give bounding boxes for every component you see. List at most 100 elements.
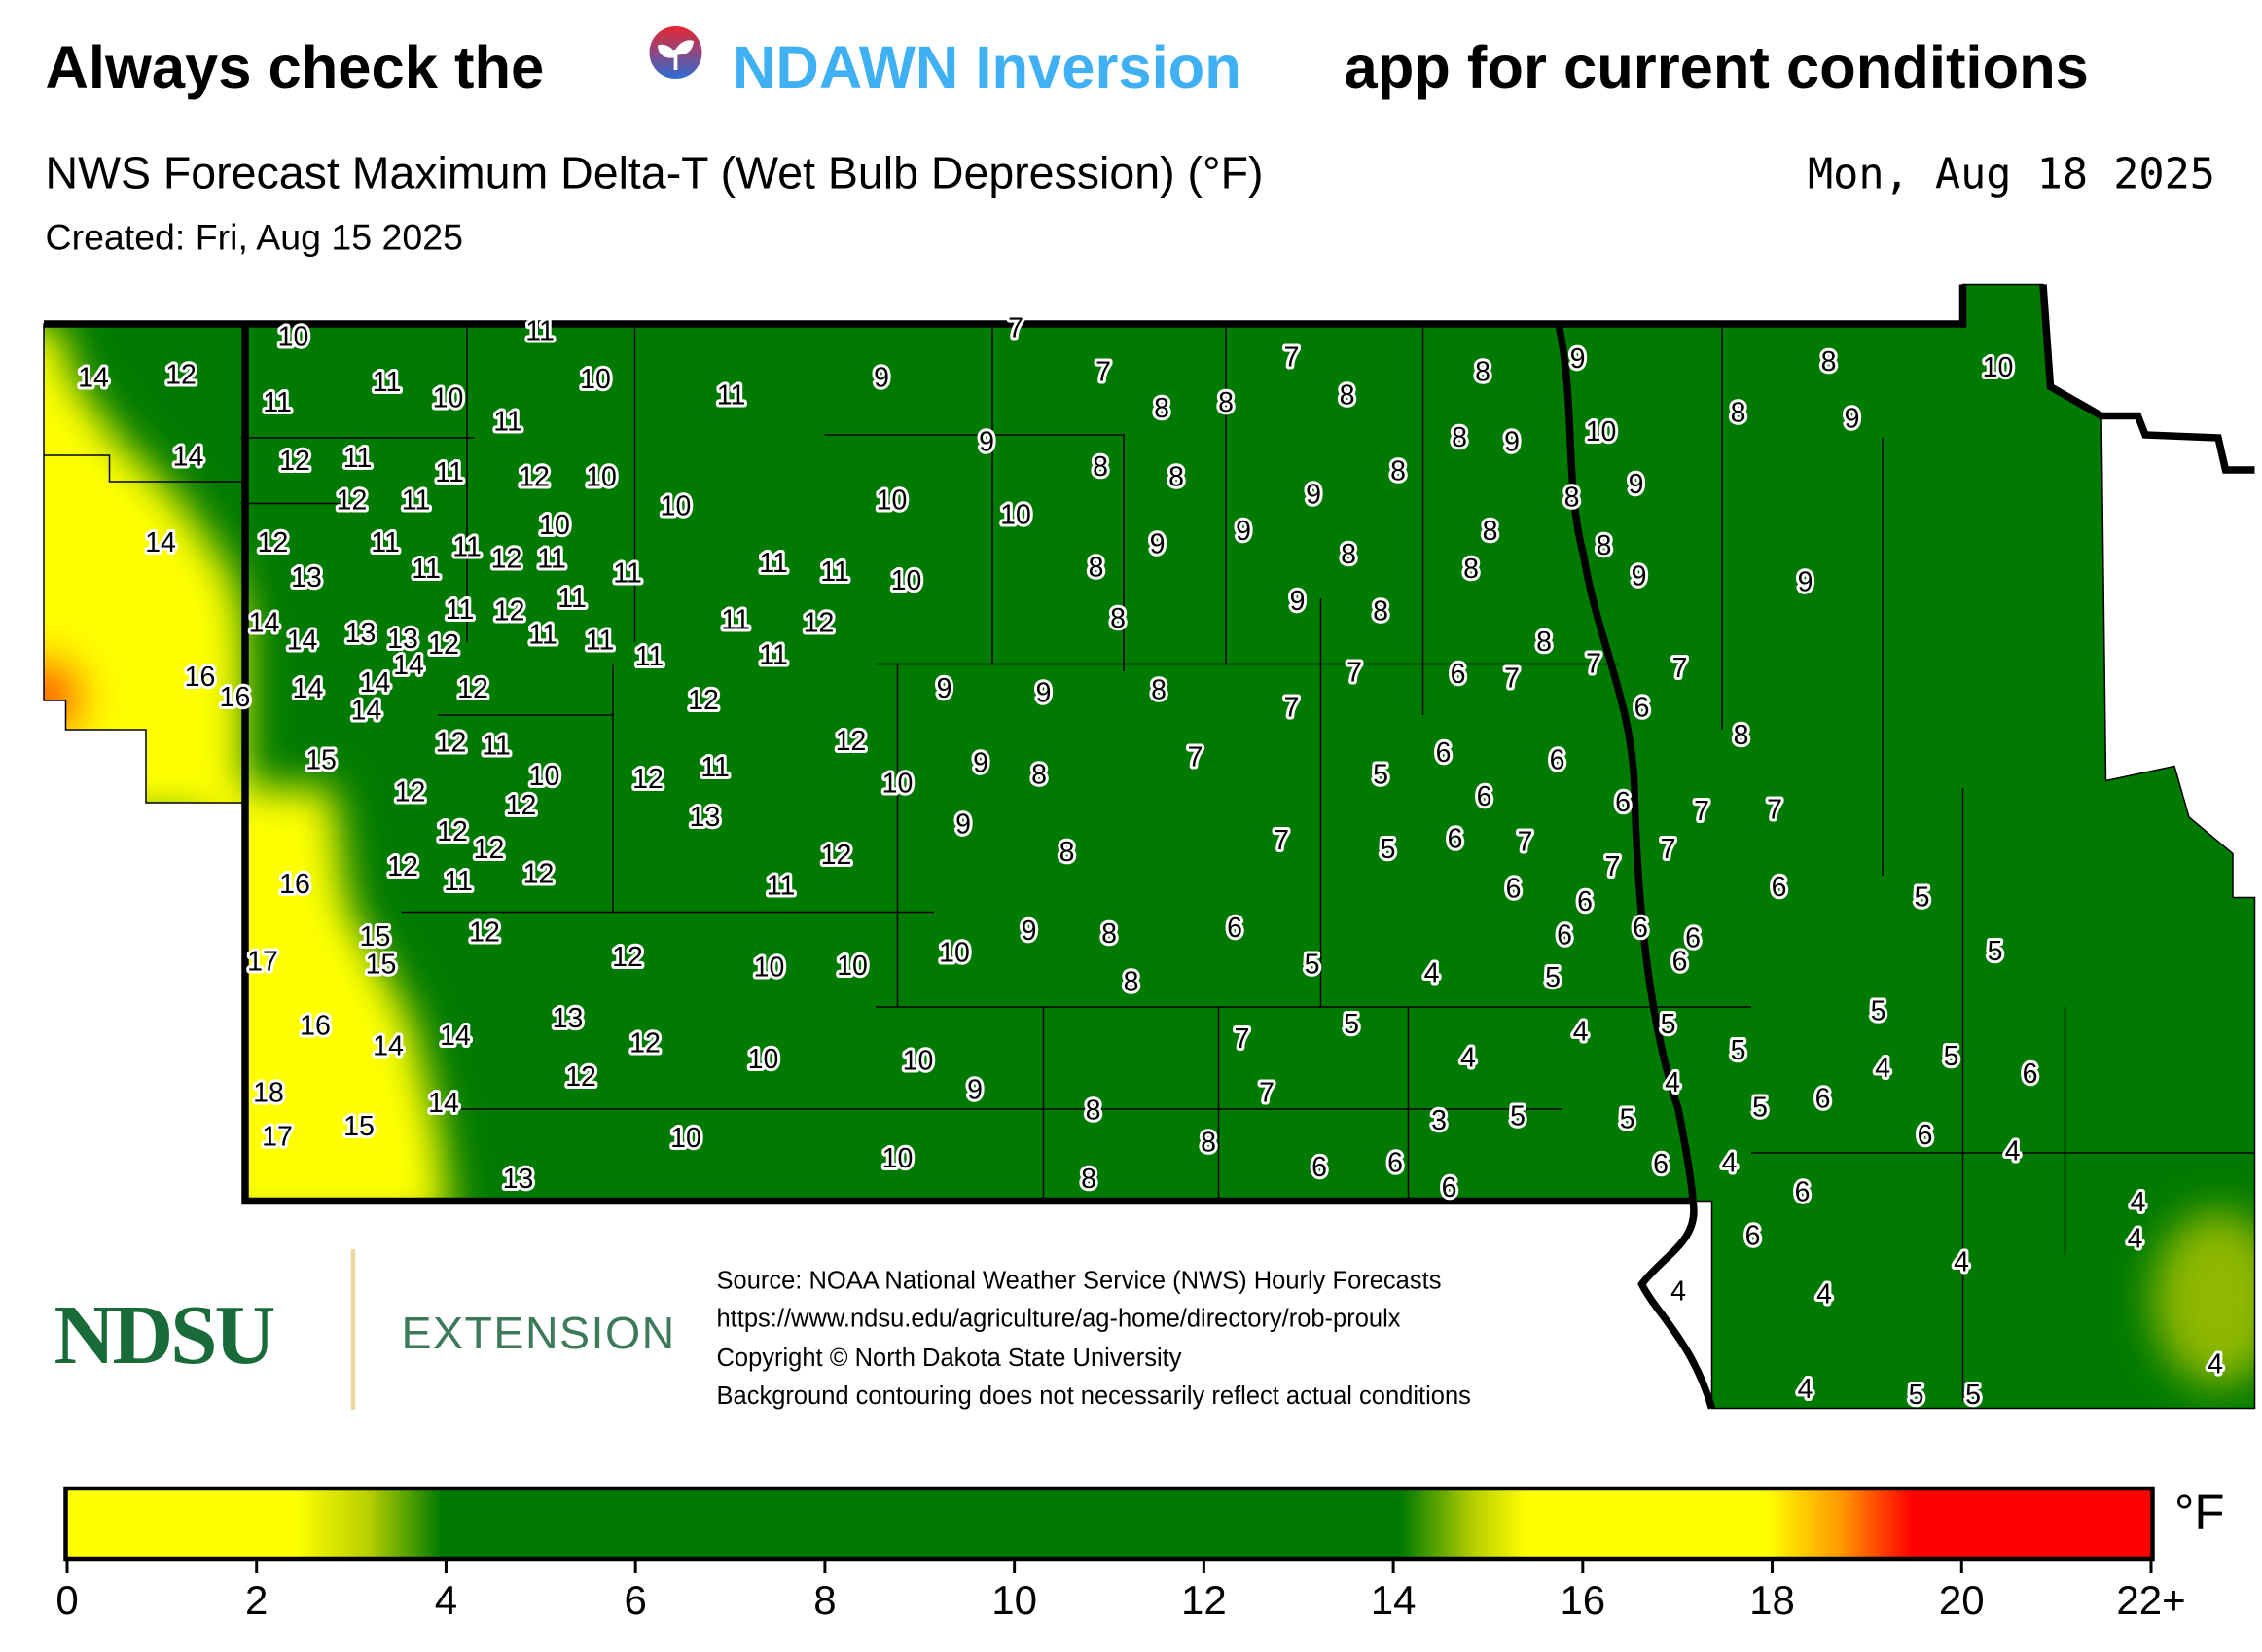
value-label: 17 <box>247 947 278 978</box>
footer-note: Background contouring does not necessari… <box>717 1383 1471 1410</box>
value-label: 14 <box>373 1031 404 1062</box>
value-label: 12 <box>494 596 525 628</box>
tick-label: 0 <box>55 1577 78 1623</box>
value-label: 9 <box>937 673 952 704</box>
value-label: 8 <box>1124 967 1139 998</box>
value-label: 10 <box>882 769 914 800</box>
value-label: 14 <box>360 667 391 699</box>
value-label: 11 <box>343 443 373 474</box>
value-label: 12 <box>337 485 368 517</box>
value-label: 12 <box>474 834 505 865</box>
value-label: 8 <box>1821 346 1837 377</box>
value-label: 4 <box>2005 1136 2021 1167</box>
value-label: 11 <box>402 485 431 517</box>
value-label: 6 <box>1615 787 1631 818</box>
value-label: 11 <box>537 544 566 575</box>
value-label: 12 <box>804 608 835 639</box>
value-label: 8 <box>1341 539 1356 570</box>
value-label: 11 <box>557 583 587 614</box>
value-label: 15 <box>366 950 397 981</box>
value-label: 10 <box>586 462 617 493</box>
value-label: 5 <box>1988 936 2003 967</box>
value-label: 6 <box>1634 693 1650 724</box>
value-label: 14 <box>351 696 382 727</box>
value-label: 5 <box>1373 760 1388 791</box>
value-label: 5 <box>1915 882 1930 914</box>
tick-label: 10 <box>991 1577 1037 1623</box>
tick-label: 16 <box>1560 1577 1605 1623</box>
value-label: 10 <box>882 1143 914 1174</box>
value-label: 6 <box>1448 824 1463 855</box>
value-label: 8 <box>1390 456 1406 487</box>
value-label: 5 <box>1752 1093 1768 1124</box>
tick-label: 18 <box>1749 1577 1795 1623</box>
value-label: 12 <box>632 764 664 795</box>
value-label: 8 <box>1059 837 1075 868</box>
value-label: 9 <box>1570 343 1586 375</box>
value-label: 7 <box>1259 1078 1275 1109</box>
value-label: 12 <box>258 527 289 558</box>
value-label: 11 <box>371 527 400 558</box>
value-label: 5 <box>1731 1035 1746 1066</box>
value-label: 16 <box>220 682 251 713</box>
value-label: 11 <box>759 640 788 671</box>
value-label: 11 <box>446 594 475 626</box>
value-label: 11 <box>586 626 615 657</box>
value-label: 12 <box>629 1028 661 1059</box>
value-label: 7 <box>1661 834 1676 865</box>
value-label: 12 <box>428 629 459 661</box>
value-label: 18 <box>253 1078 284 1109</box>
value-label: 6 <box>1227 913 1242 944</box>
value-label: 5 <box>1620 1104 1635 1135</box>
value-label: 4 <box>1954 1247 1969 1278</box>
value-label: 13 <box>387 624 418 655</box>
app-name[interactable]: NDAWN Inversion <box>733 34 1241 101</box>
value-label: 7 <box>1188 742 1203 773</box>
value-label: 6 <box>1918 1120 1933 1151</box>
value-label: 5 <box>1909 1380 1924 1411</box>
value-label: 9 <box>1632 561 1647 593</box>
value-label: 10 <box>748 1044 779 1075</box>
value-label: 9 <box>1845 404 1860 435</box>
value-label: 12 <box>523 859 555 890</box>
value-label: 10 <box>939 938 970 969</box>
value-label: 8 <box>1081 1164 1096 1195</box>
value-label: 7 <box>1586 649 1601 680</box>
value-label: 6 <box>1557 920 1572 952</box>
value-label: 11 <box>444 866 473 897</box>
value-label: 8 <box>1086 1095 1101 1127</box>
subtitle: NWS Forecast Maximum Delta-T (Wet Bulb D… <box>46 148 1264 198</box>
value-label: 10 <box>891 565 922 596</box>
value-label: 7 <box>1672 653 1688 684</box>
value-label: 4 <box>2131 1187 2146 1218</box>
value-label: 6 <box>1685 923 1701 954</box>
value-label: 10 <box>433 383 464 414</box>
value-label: 8 <box>1168 462 1184 493</box>
value-label: 7 <box>1284 693 1300 724</box>
value-label: 7 <box>1008 313 1023 344</box>
value-label: 9 <box>1306 480 1321 511</box>
value-label: 4 <box>1722 1148 1738 1179</box>
value-label: 7 <box>1284 342 1300 374</box>
value-label: 9 <box>979 427 994 458</box>
value-label: 4 <box>1670 1276 1686 1308</box>
value-label: 15 <box>343 1111 375 1142</box>
value-label: 8 <box>1475 357 1490 388</box>
value-label: 5 <box>1545 962 1561 993</box>
value-label: 5 <box>1965 1380 1981 1411</box>
value-label: 12 <box>457 673 488 704</box>
value-label: 6 <box>1436 737 1452 769</box>
value-label: 15 <box>305 745 337 776</box>
value-label: 9 <box>1236 516 1251 547</box>
value-label: 10 <box>877 485 908 517</box>
value-label: 8 <box>1463 554 1479 585</box>
value-label: 14 <box>145 527 176 558</box>
value-label: 8 <box>1101 918 1117 950</box>
value-label: 16 <box>300 1011 331 1042</box>
value-label: 10 <box>1586 416 1617 448</box>
value-label: 8 <box>1340 380 1355 412</box>
value-label: 9 <box>1150 529 1166 560</box>
value-label: 12 <box>519 462 550 493</box>
title: Always check the <box>46 34 545 101</box>
value-label: 12 <box>436 728 467 759</box>
